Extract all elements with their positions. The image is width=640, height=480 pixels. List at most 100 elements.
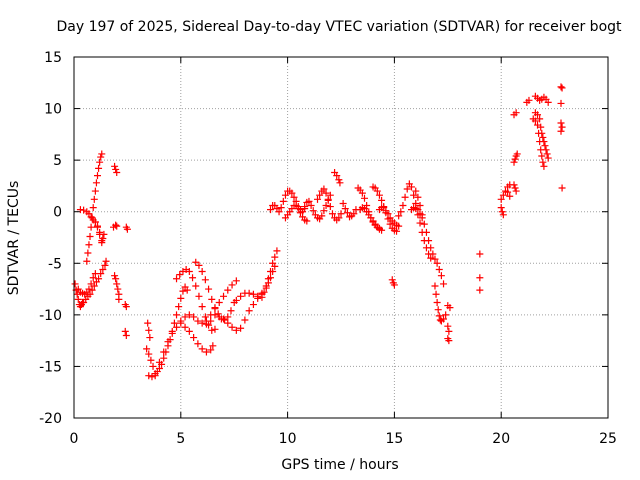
data-point: [192, 282, 200, 290]
series-arc-ac: [375, 204, 403, 230]
data-point: [245, 289, 253, 297]
data-point: [420, 220, 428, 228]
data-point: [544, 98, 552, 106]
data-point: [393, 227, 401, 235]
data-point: [147, 356, 155, 364]
data-point: [232, 326, 240, 334]
data-point: [444, 322, 452, 330]
series-arc-y: [331, 169, 360, 221]
data-point: [214, 310, 222, 318]
data-point: [506, 192, 514, 200]
data-point: [538, 152, 546, 160]
data-point: [145, 372, 153, 380]
data-point: [207, 346, 215, 354]
data-point: [267, 268, 275, 276]
data-point: [425, 237, 433, 245]
data-point: [314, 195, 322, 203]
data-point: [177, 294, 185, 302]
data-point: [378, 196, 386, 204]
data-point: [175, 303, 183, 311]
data-point: [476, 286, 484, 294]
data-point: [445, 327, 453, 335]
data-point: [422, 228, 430, 236]
data-point: [541, 142, 549, 150]
data-point: [264, 275, 272, 283]
data-point: [401, 193, 409, 201]
data-point: [525, 96, 533, 104]
data-point: [86, 290, 94, 298]
data-point: [228, 323, 236, 331]
data-point: [534, 121, 542, 129]
data-point: [97, 270, 105, 278]
data-point: [228, 281, 236, 289]
series-arc-ad: [388, 276, 398, 289]
data-point: [558, 184, 566, 192]
data-point: [168, 329, 176, 337]
data-point: [86, 232, 94, 240]
data-point: [90, 282, 98, 290]
data-point: [539, 158, 547, 166]
data-point: [173, 275, 181, 283]
data-point: [326, 203, 334, 211]
data-point: [88, 214, 96, 222]
series-arc-u: [277, 187, 309, 216]
data-point: [249, 301, 257, 309]
series-arc-x: [314, 185, 345, 224]
data-point: [237, 292, 245, 300]
data-point: [440, 280, 448, 288]
data-point: [83, 257, 91, 265]
data-point: [155, 358, 163, 366]
data-point: [220, 315, 228, 323]
data-point: [499, 191, 507, 199]
data-point: [112, 165, 120, 173]
data-point: [220, 292, 228, 300]
data-point: [335, 176, 343, 184]
data-point: [90, 195, 98, 203]
x-tick-label: 5: [176, 431, 185, 447]
x-tick-label: 15: [385, 431, 403, 447]
data-point: [89, 204, 97, 212]
data-point: [84, 249, 92, 257]
series-arc-w: [301, 191, 334, 223]
data-point: [198, 303, 206, 311]
series-arc-n: [177, 319, 217, 356]
series-arc-s: [258, 247, 281, 301]
x-axis-title: GPS time / hours: [281, 457, 398, 473]
data-point: [85, 241, 93, 249]
series-arc-ao: [529, 115, 548, 170]
y-tick-label: 10: [44, 102, 62, 118]
data-point: [123, 225, 131, 233]
data-point: [173, 311, 181, 319]
data-point: [440, 315, 448, 323]
data-point: [511, 184, 519, 192]
data-point: [254, 292, 262, 300]
data-point: [536, 115, 544, 123]
data-point: [337, 210, 345, 218]
data-point: [535, 129, 543, 137]
data-point: [497, 195, 505, 203]
data-point: [279, 197, 287, 205]
data-point: [273, 247, 281, 255]
data-point: [176, 271, 184, 279]
series-arc-aa: [356, 204, 386, 234]
data-point: [155, 364, 163, 372]
data-point: [205, 285, 213, 293]
data-point: [185, 268, 193, 276]
data-point: [281, 191, 289, 199]
data-point: [418, 211, 426, 219]
series-arc-ag: [412, 187, 448, 288]
data-point: [388, 276, 396, 284]
data-point: [403, 185, 411, 193]
y-tick-label: -5: [48, 256, 62, 272]
data-point: [224, 313, 232, 321]
data-point: [145, 326, 153, 334]
data-point: [85, 285, 93, 293]
data-point: [195, 261, 203, 269]
y-tick-label: -20: [39, 411, 62, 427]
data-point: [160, 354, 168, 362]
data-point: [208, 326, 216, 334]
data-point: [557, 83, 565, 91]
data-point: [326, 191, 334, 199]
data-point: [232, 277, 240, 285]
data-point: [557, 119, 565, 127]
